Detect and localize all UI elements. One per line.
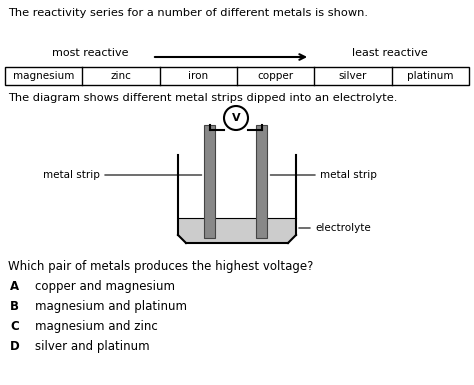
Bar [204,125,216,238]
Text: platinum: platinum [407,71,454,81]
Text: electrolyte: electrolyte [315,223,371,233]
Text: A: A [10,280,19,293]
Text: silver: silver [339,71,367,81]
Circle shape [224,106,248,130]
Text: metal strip: metal strip [43,170,100,180]
Text: magnesium and zinc: magnesium and zinc [35,320,158,333]
Text: V: V [232,113,240,123]
Text: The reactivity series for a number of different metals is shown.: The reactivity series for a number of di… [8,8,368,18]
Text: magnesium and platinum: magnesium and platinum [35,300,187,313]
Text: metal strip: metal strip [320,170,377,180]
Text: copper and magnesium: copper and magnesium [35,280,175,293]
Text: C: C [10,320,19,333]
Text: B: B [10,300,19,313]
Text: The diagram shows different metal strips dipped into an electrolyte.: The diagram shows different metal strips… [8,93,397,103]
Text: copper: copper [257,71,294,81]
Text: magnesium: magnesium [13,71,74,81]
Polygon shape [178,218,296,243]
Text: silver and platinum: silver and platinum [35,340,150,353]
Text: iron: iron [188,71,209,81]
Text: zinc: zinc [110,71,131,81]
Text: least reactive: least reactive [352,48,428,58]
Text: most reactive: most reactive [52,48,128,58]
Text: D: D [10,340,20,353]
Text: Which pair of metals produces the highest voltage?: Which pair of metals produces the highes… [8,260,313,273]
Bar [256,125,267,238]
Bar [5,67,469,85]
